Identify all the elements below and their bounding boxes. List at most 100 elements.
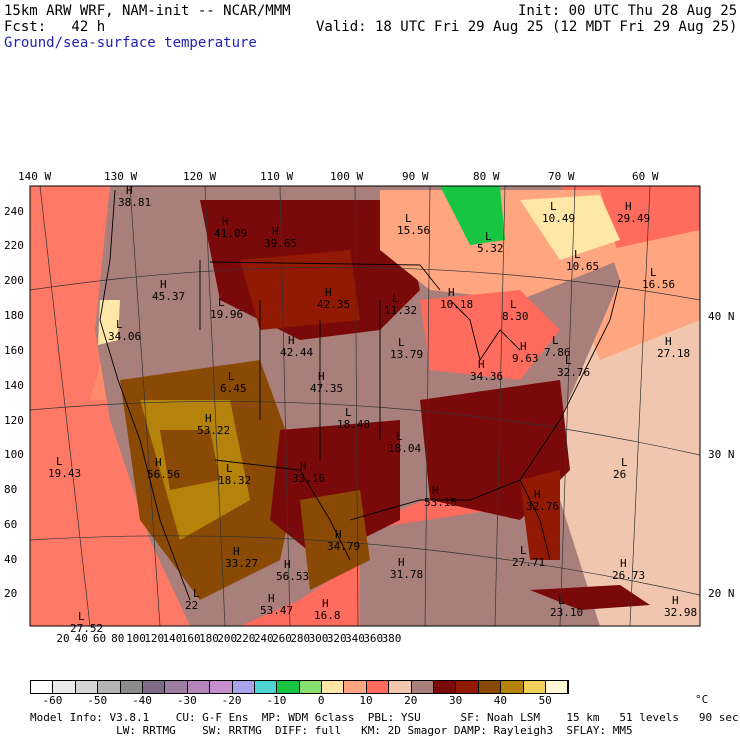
hl-marker: H — [620, 557, 627, 570]
y-tick: 240 — [4, 205, 24, 218]
hl-marker: L — [392, 292, 399, 305]
lon-label: 110 W — [260, 170, 294, 183]
colorbar-swatch — [120, 681, 143, 693]
hl-value: 16.56 — [642, 278, 675, 291]
hl-value: 18.32 — [218, 474, 251, 487]
hl-marker: H — [672, 594, 679, 607]
colorbar-swatch — [501, 681, 524, 693]
hl-marker: L — [116, 318, 123, 331]
hl-value: 53.22 — [197, 424, 230, 437]
hl-marker: L — [558, 594, 565, 607]
forecast-hour: Fcst: 42 h — [4, 19, 106, 35]
hl-marker: H — [272, 225, 279, 238]
x-tick: 320 — [326, 632, 347, 645]
colorbar-label: 50 — [538, 694, 552, 707]
hl-value: 10.49 — [542, 212, 575, 225]
colorbar-label: -60 — [42, 694, 63, 707]
hl-value: 26.73 — [612, 569, 645, 582]
x-tick: 20 — [56, 632, 70, 645]
hl-value: 6.45 — [220, 382, 247, 395]
colorbar-unit: °C — [695, 693, 709, 706]
hl-marker: H — [318, 370, 325, 383]
hl-value: 31.78 — [390, 568, 423, 581]
lat-label: 40 N — [708, 310, 735, 323]
hl-value: 27.18 — [657, 347, 690, 360]
hl-marker: L — [510, 298, 517, 311]
hl-marker: L — [345, 406, 352, 419]
hl-value: 27.71 — [512, 556, 545, 569]
y-tick: 120 — [4, 414, 24, 427]
x-tick: 200 — [217, 632, 238, 645]
lat-label: 20 N — [708, 587, 735, 600]
hl-value: 34.79 — [327, 540, 360, 553]
lon-label: 80 W — [473, 170, 500, 183]
y-tick: 100 — [4, 448, 24, 461]
x-tick: 340 — [345, 632, 365, 645]
colorbar-swatch — [389, 681, 412, 693]
hl-value: 15.56 — [397, 224, 430, 237]
hl-value: 32.76 — [557, 366, 590, 379]
x-tick: 60 — [92, 632, 107, 645]
colorbar-label: 10 — [359, 694, 373, 707]
y-tick: 220 — [4, 239, 24, 252]
colorbar-swatch — [98, 681, 121, 693]
colorbar-label: -30 — [176, 694, 197, 707]
hl-value: 39.65 — [264, 237, 297, 250]
y-tick: 180 — [4, 309, 24, 322]
x-tick: 380 — [381, 632, 402, 645]
hl-marker: L — [565, 354, 572, 367]
lon-label: 60 W — [632, 170, 659, 183]
colorbar-swatch — [456, 681, 479, 693]
hl-marker: L — [228, 370, 235, 383]
colorbar-swatch — [299, 681, 323, 693]
graticule — [30, 186, 700, 626]
colorbar-swatch — [75, 681, 99, 693]
hl-marker: L — [485, 230, 492, 243]
hl-marker: L — [552, 334, 559, 347]
hl-value: 42.44 — [280, 346, 313, 359]
hl-marker: H — [288, 334, 295, 347]
hl-marker: H — [432, 484, 439, 497]
hl-marker: H — [233, 545, 240, 558]
y-tick: 200 — [4, 274, 24, 287]
colorbar-label: 30 — [448, 694, 463, 707]
colorbar-swatch — [210, 681, 233, 693]
x-tick: 220 — [235, 632, 256, 645]
x-tick: 280 — [290, 632, 311, 645]
hl-marker: L — [550, 200, 557, 213]
hl-value: 34.36 — [470, 370, 503, 383]
colorbar-swatch — [434, 681, 457, 693]
x-tick: 240 — [253, 632, 274, 645]
hl-value: 47.35 — [310, 382, 343, 395]
hl-marker: L — [226, 462, 233, 475]
hl-value: 10.65 — [566, 260, 599, 273]
x-tick: 120 — [144, 632, 165, 645]
x-tick: 40 — [74, 632, 88, 645]
map-field — [30, 186, 700, 626]
hl-value: 5.32 — [477, 242, 504, 255]
colorbar-swatch — [322, 681, 345, 693]
hl-value: 33.16 — [292, 472, 325, 485]
hl-value: 11.32 — [384, 304, 417, 317]
hl-marker: L — [193, 587, 200, 600]
hl-value: 19.96 — [210, 308, 243, 321]
y-tick: 60 — [4, 518, 18, 531]
hl-marker: L — [650, 266, 657, 279]
hl-value: 7.86 — [544, 346, 571, 359]
colorbar-swatch — [344, 681, 367, 693]
hl-marker: L — [218, 296, 225, 309]
colorbar-swatch — [254, 681, 278, 693]
hl-value: 16.8 — [314, 609, 341, 622]
x-tick: 260 — [272, 632, 292, 645]
hl-value: 27.52 — [70, 622, 103, 635]
hl-marker: H — [325, 286, 332, 299]
colorbar-label: -50 — [87, 694, 108, 707]
hl-marker: H — [625, 200, 632, 213]
colorbar-label: 20 — [404, 694, 418, 707]
hl-marker: H — [222, 215, 229, 228]
hl-marker: H — [205, 412, 212, 425]
lat-label: 30 N — [708, 448, 735, 461]
init-time: Init: 00 UTC Thu 28 Aug 25 — [518, 3, 738, 19]
